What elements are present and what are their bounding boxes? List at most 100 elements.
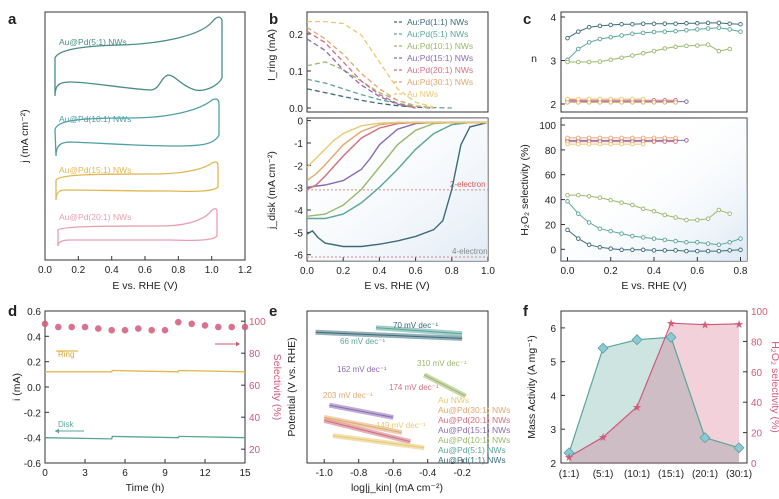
mass-activity-point <box>597 342 609 354</box>
panel-f-xtick-2: (10:1) <box>624 469 650 480</box>
sel-point-30to1 <box>565 135 570 141</box>
tafel-line-15to1 <box>329 404 394 418</box>
n-point-10to1 <box>673 44 678 50</box>
legend-e-au: Au NWs <box>438 395 469 405</box>
sel-point-5to1 <box>608 228 613 234</box>
sel-point-1to1 <box>705 248 711 254</box>
panel-f-ytick-6: 6 <box>550 324 556 335</box>
panel-c-xlabel: E vs. RHE (V) <box>621 280 686 292</box>
sel-point-10to1 <box>586 194 592 199</box>
panel-c-ytick-n-0: 2 <box>550 100 556 111</box>
panel-b-top-ytick-0: 0.0 <box>289 104 303 115</box>
panel-c-xticks: 0.0 0.2 0.4 0.6 0.8 <box>561 257 748 277</box>
mass-activity-point <box>631 334 643 346</box>
sel-point-10to1 <box>565 192 570 198</box>
tafel-label-162: 162 mV dec⁻¹ <box>337 365 387 374</box>
sel-point-20to1 <box>651 139 657 144</box>
panel-d-ytick-right-1: 40 <box>249 413 261 424</box>
selectivity-point <box>175 318 182 326</box>
n-point-5to1 <box>651 29 657 35</box>
panel-d: -0.6 -0.4 -0.2 0.0 0.2 0.4 0.6 20 40 60 … <box>11 307 283 494</box>
panel-d-ylabel-right: Selectivity (%) <box>271 354 283 421</box>
tafel-line-10to1 <box>423 374 466 397</box>
panel-f: ★ ★ ★ ★ ★ ★ 2 3 4 5 6 0 20 40 60 80 100 (1:1)… <box>526 307 779 480</box>
sel-point-5to1 <box>619 231 624 236</box>
mass-activity-area <box>569 337 739 463</box>
sel-point-1to1 <box>586 242 592 248</box>
sel-point-10to1 <box>576 192 581 198</box>
n-point-30to1 <box>673 100 678 105</box>
n-point-au <box>640 96 646 102</box>
panel-c-bottom-yticks: 0 20 40 60 80 100 <box>539 121 565 256</box>
sel-point-5to1 <box>565 199 570 204</box>
selectivity-point <box>121 326 129 334</box>
n-point-1to1 <box>662 21 668 26</box>
n-point-au <box>565 96 570 102</box>
legend-b-au: Au NWs <box>407 89 438 99</box>
selectivity-area <box>569 323 739 463</box>
panel-c-top-yticks: 2 3 4 <box>550 13 565 111</box>
n-point-1to1 <box>695 21 700 26</box>
sel-point-au <box>608 141 613 147</box>
n-point-5to1 <box>640 30 646 36</box>
cv-curve-15to1 <box>55 161 219 201</box>
n-point-1to1 <box>565 35 570 41</box>
panel-b-ytick-5: -1 <box>294 139 303 150</box>
panel-d-xtick-9: 9 <box>162 468 168 479</box>
sel-point-10to1 <box>608 197 613 203</box>
legend-b-1to1: Au:Pd(1:1) NWs <box>407 17 468 27</box>
n-point-10to1 <box>586 59 592 65</box>
panel-e-legend: Au NWs Au@Pd(30:1) NWs Au@Pd(20:1) NWs A… <box>438 395 510 465</box>
cv-curve-10to1 <box>54 98 220 157</box>
selectivity-point <box>81 323 89 331</box>
n-point-10to1 <box>640 51 646 56</box>
disk-curve-5to1 <box>307 121 488 220</box>
n-point-5to1 <box>738 29 743 34</box>
sel-point-au <box>630 141 635 147</box>
n-point-1to1 <box>738 21 743 27</box>
sel-point-1to1 <box>630 247 635 253</box>
annotation-2-electron: 2-electron <box>450 180 486 189</box>
sel-point-5to1 <box>716 242 722 248</box>
panel-e-frame <box>306 310 489 464</box>
panel-e-xtick-3: -0.4 <box>419 468 437 479</box>
sel-point-au <box>640 141 646 147</box>
panel-b-top-ytick-1: 0.1 <box>289 67 303 78</box>
sel-point-10to1 <box>662 212 668 218</box>
selectivity-point: ★ <box>734 318 744 331</box>
n-point-10to1 <box>716 48 722 54</box>
tafel-label-203: 203 mV dec⁻¹ <box>323 391 373 400</box>
selectivity-point <box>68 323 75 331</box>
panel-f-ytick-2: 2 <box>550 459 556 470</box>
n-point-10to1 <box>576 59 581 65</box>
panel-f-yticks-right: 0 20 40 60 80 100 <box>743 307 768 470</box>
panel-f-ytick-4: 4 <box>550 391 556 402</box>
panel-b-top-lines <box>306 20 452 109</box>
panel-f-xtick-4: (20:1) <box>692 469 718 480</box>
n-point-5to1 <box>597 36 603 42</box>
legend-e-15to1: Au@Pd(15:1) NWs <box>438 425 510 435</box>
cv-label-10to1: Au@Pd(10:1) NWs <box>59 114 131 124</box>
panel-b-xtick-4: 0.8 <box>445 266 459 277</box>
selectivity-arrow-head-icon <box>236 341 240 347</box>
panel-a: 0.0 0.2 0.4 0.6 0.8 1.0 1.2 E vs. RHE (V… <box>19 11 252 292</box>
annotation-ring: Ring <box>58 350 74 359</box>
sel-point-5to1 <box>684 240 689 245</box>
panel-b-xticks: 0.0 0.2 0.4 0.6 0.8 1.0 <box>300 257 495 277</box>
panel-f-ytick-right-80: 80 <box>751 337 763 348</box>
sel-point-5to1 <box>630 233 635 239</box>
n-point-au <box>630 96 635 102</box>
selectivity-point <box>55 323 62 331</box>
panel-b-xlabel: E vs. RHE (V) <box>364 280 429 292</box>
n-point-1to1 <box>576 29 581 34</box>
panel-c-bottom-points <box>565 135 743 254</box>
legend-e-5to1: Au@Pd(5:1) NWs <box>438 445 506 455</box>
panel-d-yticks: -0.6 -0.4 -0.2 0.0 0.2 0.4 0.6 <box>24 307 49 470</box>
selectivity-point: ★ <box>700 319 710 332</box>
sel-point-1to1 <box>619 247 624 253</box>
mass-activity-point <box>699 432 711 444</box>
sel-point-10to1 <box>619 200 624 205</box>
panel-d-xtick-6: 6 <box>122 468 128 479</box>
n-line-10to1 <box>567 44 730 63</box>
panel-f-ylabel-right: H₂O₂ selectivity (%) <box>769 341 779 433</box>
